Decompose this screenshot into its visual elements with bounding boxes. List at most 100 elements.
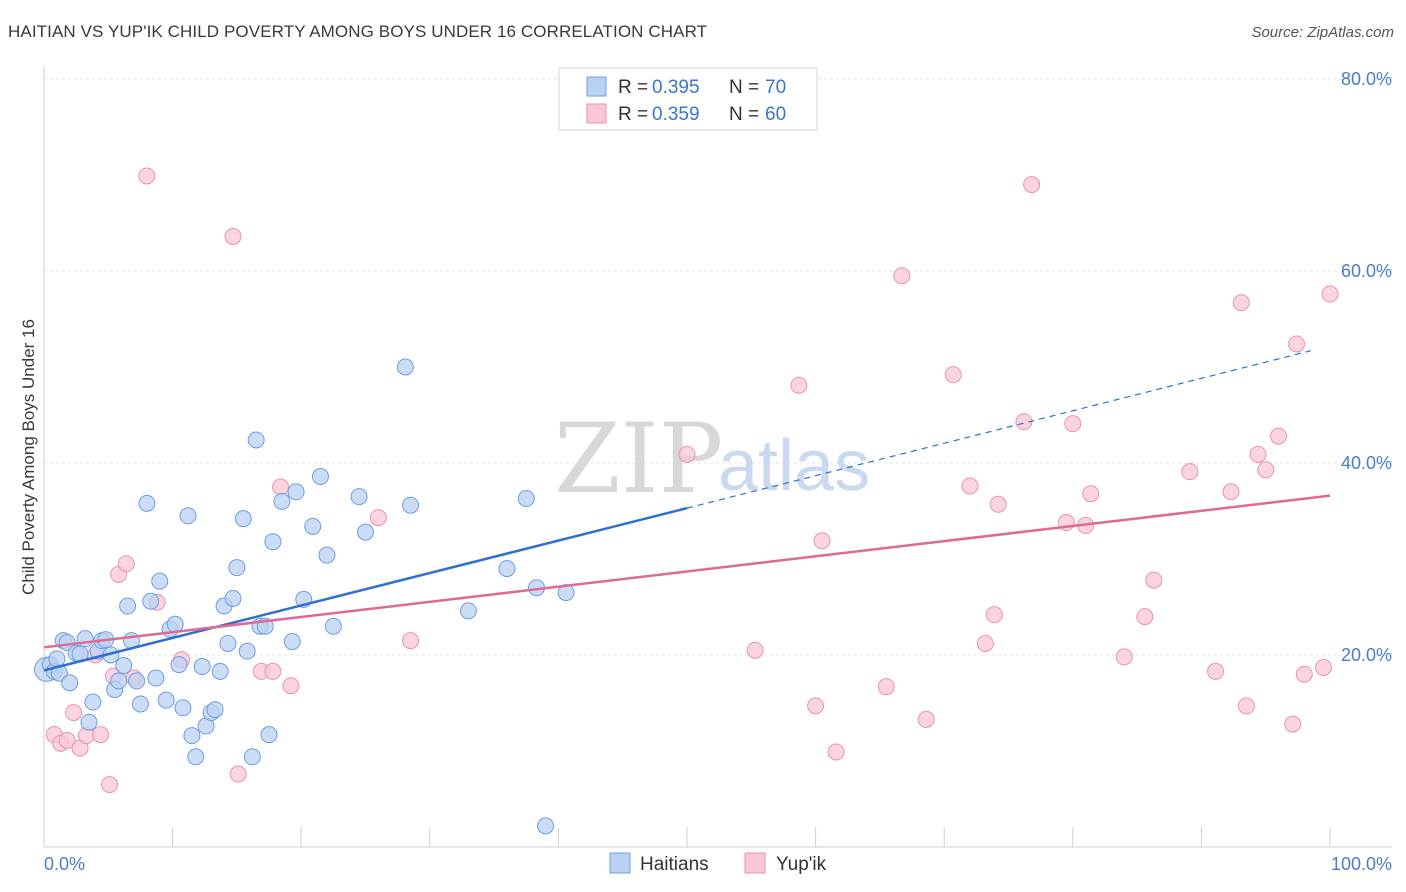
- haitians-point: [183, 727, 201, 745]
- legend-swatch-haitians: [586, 76, 607, 97]
- yupik-point: [1015, 413, 1033, 431]
- yupik-point: [746, 641, 764, 659]
- bottom-legend-label-yupik: Yup'ik: [776, 854, 827, 875]
- yupik-point: [58, 731, 76, 749]
- haitians-point: [243, 748, 261, 766]
- yupik-point: [1115, 648, 1133, 666]
- yupik-point: [1315, 658, 1333, 676]
- yupik-point: [264, 662, 282, 680]
- haitians-point: [151, 572, 169, 590]
- x-tick-label-min: 0.0%: [44, 854, 85, 874]
- haitians-point: [238, 642, 256, 660]
- haitians-point: [157, 691, 175, 709]
- haitians-point: [264, 533, 282, 551]
- y-tick-labels: 20.0% 40.0% 60.0% 80.0%: [1341, 69, 1392, 665]
- yupik-point: [827, 743, 845, 761]
- yupik-point: [917, 710, 935, 728]
- haitians-point: [402, 496, 420, 514]
- chart-source: Source: ZipAtlas.com: [1251, 24, 1394, 41]
- haitians-trend-line-extension: [686, 350, 1311, 509]
- legend-n-label-yupik: N =: [729, 104, 759, 125]
- haitians-point: [206, 701, 224, 719]
- yupik-point: [1145, 571, 1163, 589]
- yupik-point: [1257, 461, 1275, 479]
- yupik-point: [1222, 483, 1240, 501]
- watermark-atlas: atlas: [718, 426, 870, 506]
- yupik-point: [1207, 662, 1225, 680]
- yupik-point: [976, 634, 994, 652]
- yupik-point: [138, 167, 156, 185]
- x-ticks: [172, 827, 1331, 847]
- haitians-point: [211, 662, 229, 680]
- haitians-point: [170, 656, 188, 674]
- yupik-point: [1023, 176, 1041, 194]
- yupik-point: [1284, 715, 1302, 733]
- yupik-point: [369, 509, 387, 527]
- haitians-trend-line: [43, 506, 688, 672]
- haitians-point: [187, 748, 205, 766]
- x-tick-label-max: 100.0%: [1331, 854, 1392, 874]
- yupik-point: [989, 495, 1007, 513]
- haitians-point: [142, 592, 160, 610]
- axes: [43, 66, 1392, 848]
- yupik-point: [101, 776, 119, 794]
- yupik-point: [282, 677, 300, 695]
- haitians-point: [61, 674, 79, 692]
- yupik-point: [877, 678, 895, 696]
- yupik-point: [893, 267, 911, 285]
- haitians-point: [273, 492, 291, 510]
- yupik-point: [1181, 463, 1199, 481]
- haitians-point: [228, 559, 246, 577]
- yupik-point: [985, 606, 1003, 624]
- legend-swatch-yupik: [586, 103, 607, 124]
- haitians-point: [166, 615, 184, 633]
- y-tick-label: 60.0%: [1341, 261, 1392, 281]
- yupik-point: [1270, 427, 1288, 445]
- chart-title: HAITIAN VS YUP'IK CHILD POVERTY AMONG BO…: [8, 22, 708, 41]
- legend-box: R = 0.395 N = 70 R = 0.359 N = 60: [558, 67, 818, 131]
- yupik-point: [224, 227, 242, 245]
- y-tick-label: 80.0%: [1341, 69, 1392, 89]
- haitians-point: [84, 693, 102, 711]
- haitians-point: [224, 589, 242, 607]
- haitians-point: [219, 634, 237, 652]
- haitians-point: [131, 695, 149, 713]
- bottom-legend-swatch-haitians: [609, 852, 631, 874]
- haitians-point: [234, 510, 252, 528]
- haitians-point: [193, 658, 211, 676]
- haitians-point: [247, 431, 265, 449]
- bottom-legend-label-haitians: Haitians: [640, 854, 709, 875]
- yupik-point: [1232, 294, 1250, 312]
- haitians-points: [34, 358, 575, 835]
- haitians-point: [179, 507, 197, 525]
- haitians-point: [115, 657, 133, 675]
- haitians-point: [459, 602, 477, 620]
- yupik-point: [117, 555, 135, 573]
- watermark-zip: ZIP: [554, 403, 723, 515]
- haitians-point: [304, 517, 322, 535]
- yupik-point: [65, 704, 83, 722]
- haitians-point: [287, 483, 305, 501]
- bottom-legend-swatch-yupik: [744, 852, 766, 874]
- yupik-point: [229, 765, 247, 783]
- haitians-point: [147, 669, 165, 687]
- yupik-point: [272, 478, 290, 496]
- yupik-point: [1064, 415, 1082, 433]
- haitians-point: [283, 633, 301, 651]
- yupik-point: [1136, 608, 1154, 626]
- haitians-point: [110, 672, 128, 690]
- haitians-point: [318, 546, 336, 564]
- x-tick-labels: 0.0% 100.0%: [44, 854, 1392, 874]
- haitians-point: [350, 488, 368, 506]
- haitians-point: [128, 672, 146, 690]
- haitians-point: [324, 617, 342, 635]
- y-tick-label: 20.0%: [1341, 645, 1392, 665]
- yupik-point: [402, 632, 420, 650]
- legend-n-label-haitians: N =: [729, 77, 759, 98]
- yupik-point: [944, 366, 962, 384]
- haitians-point: [396, 358, 414, 376]
- yupik-point: [1249, 445, 1267, 463]
- yupik-point: [813, 532, 831, 550]
- legend-n-value-yupik: 60: [765, 104, 786, 125]
